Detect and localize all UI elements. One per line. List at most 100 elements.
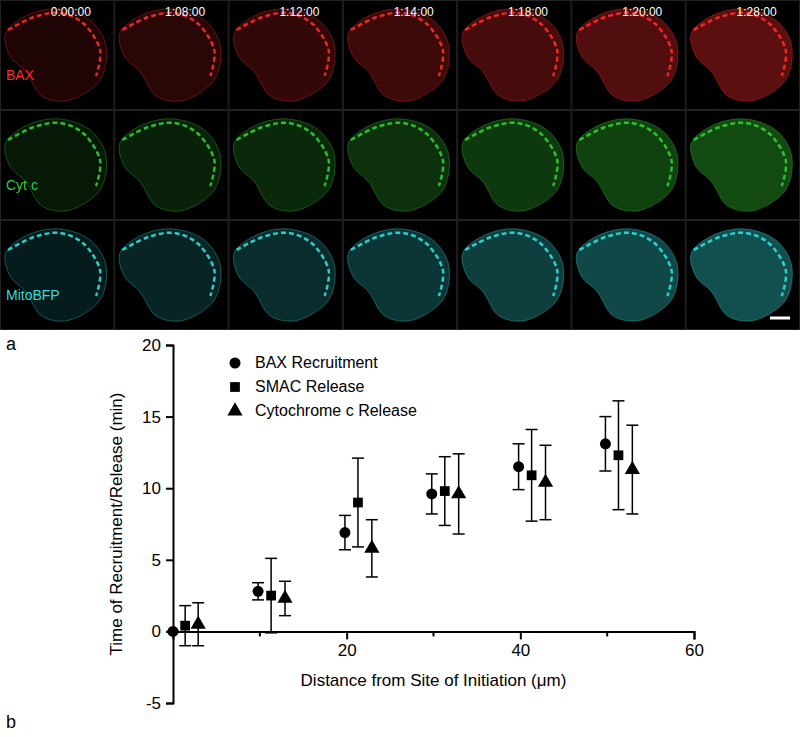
- mitochondria: [694, 123, 786, 186]
- error-bar-cap: [626, 513, 638, 515]
- image-panel: 0:00:001:08:001:12:001:14:001:18:001:20:…: [0, 0, 800, 330]
- mitochondria: [579, 233, 671, 296]
- error-bar-cap: [426, 513, 438, 515]
- x-tick-mark: [346, 631, 348, 639]
- frame-border: [343, 1, 456, 110]
- y-tick-mark: [166, 488, 173, 490]
- y-axis: -505101520: [142, 336, 173, 713]
- image-frame: [1, 1, 114, 110]
- image-frame: [115, 1, 228, 110]
- legend-label: Cytochrome c Release: [255, 402, 417, 419]
- point: [426, 488, 437, 499]
- legend-item: BAX Recruitment: [230, 354, 379, 371]
- error-bar-cap: [612, 400, 624, 402]
- frame-border: [458, 1, 571, 110]
- image-frame: [458, 111, 571, 220]
- point: [600, 438, 611, 449]
- error-bar: [179, 606, 191, 646]
- error-bar-cap: [265, 632, 277, 634]
- image-frame: [343, 221, 456, 330]
- y-axis-title: Time of Recruitment/Release (min): [107, 393, 126, 656]
- frame-border: [1, 1, 114, 110]
- point: [614, 450, 624, 460]
- error-bar-cap: [179, 645, 191, 647]
- chart: -505101520204060Distance from Site of In…: [107, 336, 704, 713]
- error-bar-cap: [252, 582, 264, 584]
- cell-body: [576, 229, 678, 321]
- x-tick: 20: [338, 631, 357, 660]
- time-label: 1:20:00: [622, 5, 662, 19]
- error-bar-cap: [279, 581, 291, 583]
- point: [253, 586, 264, 597]
- point: [440, 486, 450, 496]
- x-axis: 204060: [174, 631, 704, 660]
- error-bar-cap: [179, 605, 191, 607]
- point: [364, 540, 379, 553]
- image-frame: [458, 221, 571, 330]
- error-bar-cap: [526, 429, 538, 431]
- point: [538, 474, 553, 487]
- error-bar-cap: [439, 525, 451, 527]
- x-tick-label: 40: [511, 641, 530, 660]
- legend-label: SMAC Release: [255, 378, 364, 395]
- point: [339, 527, 350, 538]
- cell-body: [5, 119, 107, 211]
- legend: BAX Recruitment SMAC Release Cytochrome c …: [227, 354, 417, 419]
- channel-label: BAX: [6, 67, 35, 83]
- mitochondria: [122, 233, 214, 296]
- channel-label: Cyt c: [6, 177, 38, 193]
- frame-border: [229, 111, 342, 220]
- point: [180, 621, 190, 631]
- legend-symbol: [230, 358, 241, 369]
- error-bar-cap: [599, 416, 611, 418]
- point: [168, 626, 179, 637]
- legend-label: BAX Recruitment: [255, 354, 378, 371]
- mitochondria: [351, 123, 443, 186]
- y-tick-mark: [166, 345, 173, 347]
- mitochondria: [579, 123, 671, 186]
- frame-border: [686, 221, 799, 330]
- y-tick-label: 5: [152, 551, 161, 570]
- x-minor-tick: [433, 631, 435, 636]
- scale-bar: [770, 317, 790, 320]
- cell-body: [5, 9, 107, 101]
- x-axis-line: [174, 632, 695, 640]
- error-bar: [339, 515, 351, 549]
- y-tick-label: 20: [142, 336, 161, 355]
- frame-border: [115, 221, 228, 330]
- time-label: 0:00:00: [51, 5, 91, 19]
- error-bar: [265, 558, 277, 632]
- mitochondria: [465, 123, 557, 186]
- panel-label: a: [6, 334, 17, 354]
- legend-item: SMAC Release: [230, 378, 364, 395]
- frame-border: [229, 1, 342, 110]
- error-bar-cap: [192, 645, 204, 647]
- error-bar-cap: [540, 519, 552, 521]
- error-bar-cap: [352, 457, 364, 459]
- frame-border: [572, 1, 685, 110]
- mitochondria: [237, 233, 329, 296]
- frame-border: [458, 111, 571, 220]
- error-bar-cap: [192, 602, 204, 604]
- x-tick-label: 20: [338, 641, 357, 660]
- image-frame: [229, 221, 342, 330]
- error-bar-cap: [252, 599, 264, 601]
- y-tick-mark: [166, 559, 173, 561]
- y-tick: -5: [146, 694, 173, 713]
- x-minor-tick: [606, 631, 608, 636]
- error-bar-cap: [366, 519, 378, 521]
- cell-body: [233, 9, 335, 101]
- point: [625, 461, 640, 474]
- error-bar-cap: [513, 443, 525, 445]
- error-bar: [426, 474, 438, 514]
- mitochondria: [465, 13, 557, 76]
- image-frame: [686, 221, 799, 330]
- image-frame: [458, 1, 571, 110]
- image-frame: [686, 1, 799, 110]
- error-bar: [612, 401, 624, 510]
- error-bar-cap: [339, 515, 351, 517]
- cell-body: [119, 229, 221, 321]
- image-frame: [115, 221, 228, 330]
- mitochondria: [351, 13, 443, 76]
- mitochondria: [694, 233, 786, 296]
